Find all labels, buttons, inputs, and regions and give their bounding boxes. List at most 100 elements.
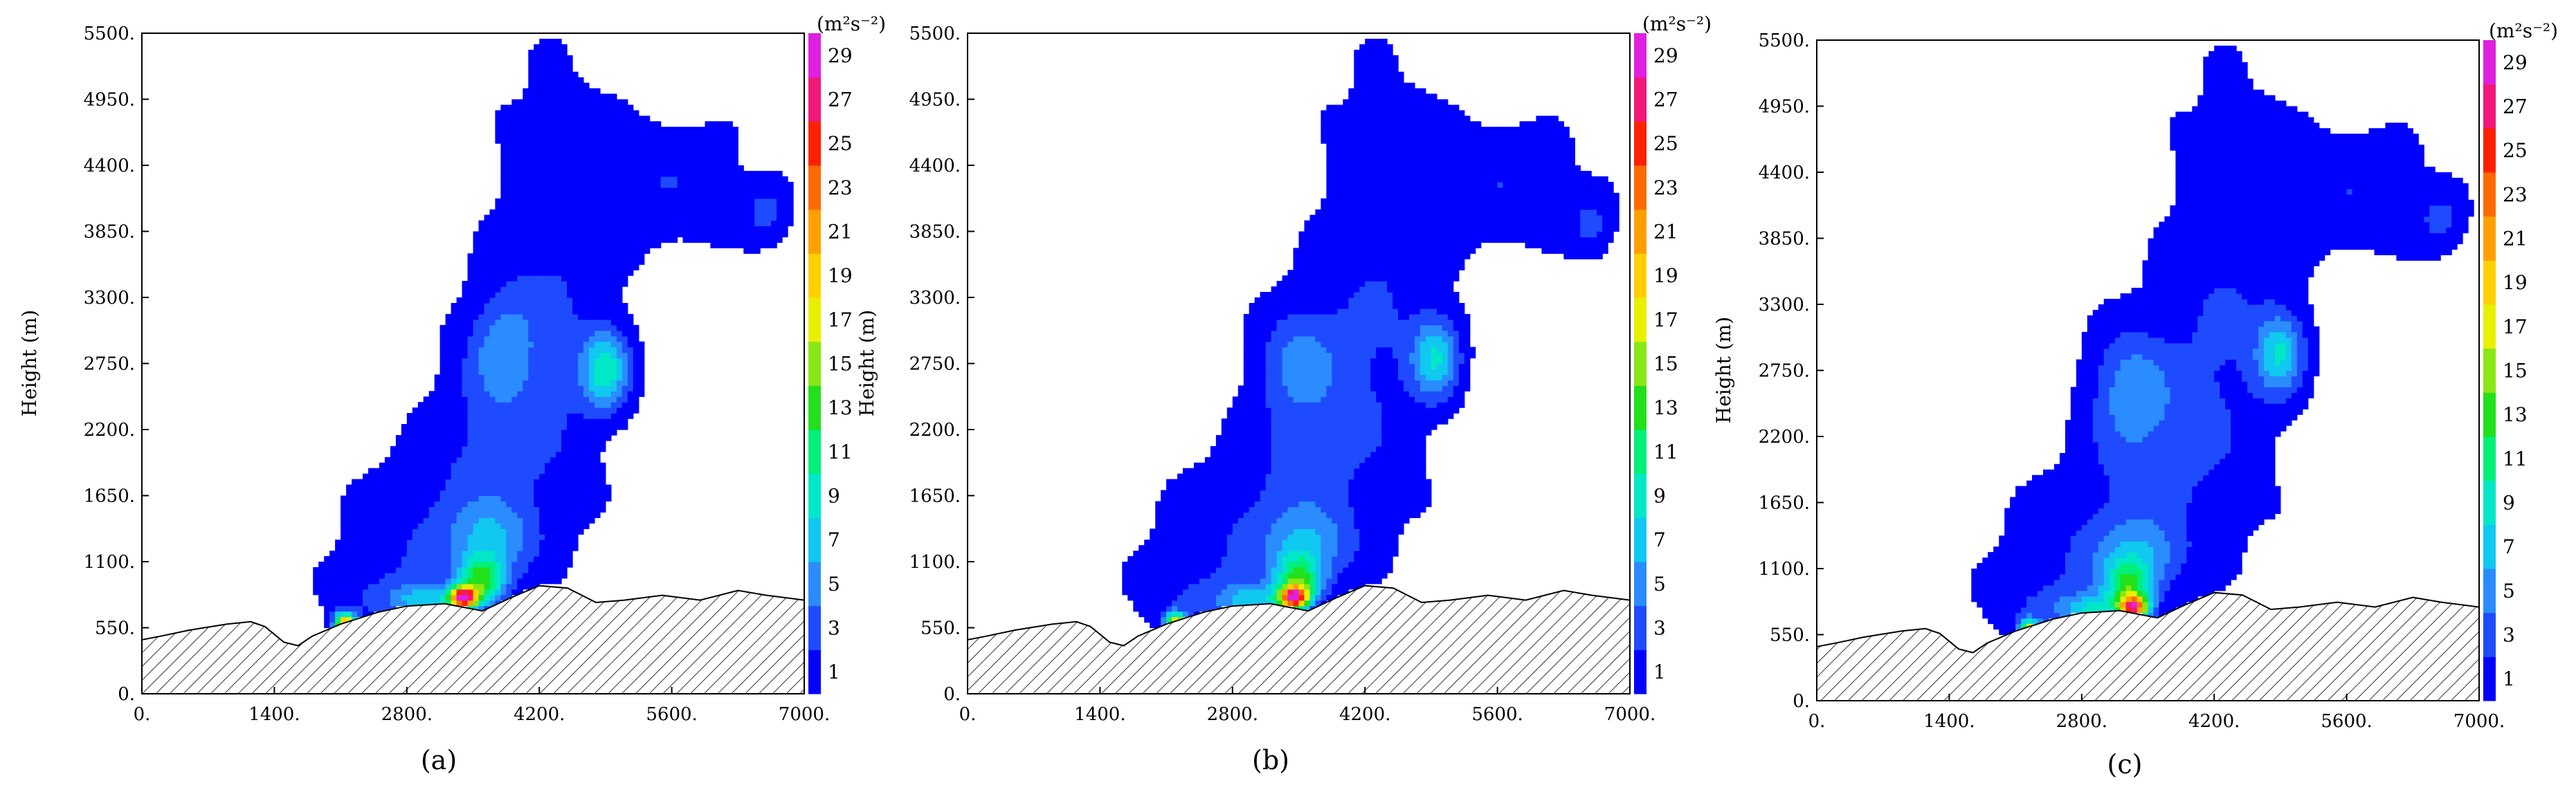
contour-cell <box>1177 540 1183 546</box>
contour-cell <box>556 435 562 441</box>
contour-cell <box>1215 594 1222 601</box>
contour-cell <box>589 490 595 497</box>
contour-cell <box>484 324 491 331</box>
contour-cell <box>1359 545 1366 551</box>
contour-cell <box>467 363 474 370</box>
contour-cell <box>556 297 562 304</box>
contour-cell <box>605 484 612 491</box>
contour-cell <box>495 462 501 469</box>
contour-cell <box>352 517 358 524</box>
contour-cell <box>489 297 496 304</box>
contour-cell <box>478 237 485 243</box>
contour-cell <box>528 523 534 529</box>
contour-cell <box>671 132 678 138</box>
contour-cell <box>1166 551 1172 557</box>
contour-cell <box>467 523 474 529</box>
contour-cell <box>760 198 766 205</box>
contour-cell <box>523 335 529 342</box>
contour-cell <box>528 556 534 562</box>
contour-cell <box>368 540 374 546</box>
contour-cell <box>1188 567 1195 573</box>
contour-cell <box>572 303 579 309</box>
contour-cell <box>1265 512 1272 518</box>
contour-cell <box>1260 490 1267 497</box>
contour-cell <box>390 545 397 551</box>
contour-cell <box>561 292 568 298</box>
contour-cell <box>390 462 397 469</box>
contour-cell <box>561 281 568 287</box>
contour-cell <box>1232 501 1239 508</box>
contour-cell <box>528 462 534 469</box>
contour-cell <box>473 424 480 430</box>
contour-cell <box>478 330 485 337</box>
contour-cell <box>534 512 540 518</box>
contour-cell <box>1194 551 1200 557</box>
contour-cell <box>622 138 628 144</box>
contour-cell <box>572 374 579 380</box>
contour-cell <box>511 352 518 359</box>
contour-cell <box>456 430 463 436</box>
contour-cell <box>523 286 529 293</box>
contour-cell <box>1237 528 1244 535</box>
contour-cell <box>693 187 700 194</box>
contour-cell <box>638 259 645 265</box>
contour-cell <box>511 259 518 265</box>
contour-cell <box>1381 506 1388 513</box>
contour-cell <box>484 451 491 458</box>
contour-cell <box>749 242 755 248</box>
contour-cell <box>682 176 689 183</box>
contour-cell <box>561 490 568 497</box>
contour-cell <box>671 203 678 210</box>
contour-cell <box>1282 583 1289 590</box>
contour-cell <box>578 93 584 100</box>
contour-cell <box>595 253 601 259</box>
contour-cell <box>462 281 469 287</box>
contour-cell <box>1321 583 1327 590</box>
contour-cell <box>412 407 419 414</box>
contour-cell <box>379 589 386 596</box>
contour-cell <box>572 225 579 232</box>
contour-cell <box>478 517 485 524</box>
contour-cell <box>616 242 623 248</box>
contour-cell <box>428 501 435 508</box>
contour-cell <box>622 192 628 199</box>
contour-cell <box>610 237 617 243</box>
contour-cell <box>489 578 496 584</box>
contour-cell <box>341 545 347 551</box>
contour-cell <box>727 220 733 227</box>
contour-cell <box>478 319 485 326</box>
contour-cell <box>1232 556 1239 562</box>
contour-cell <box>506 237 512 243</box>
contour-cell <box>1304 545 1311 551</box>
contour-cell <box>610 369 617 376</box>
contour-cell <box>473 264 480 270</box>
contour-cell <box>550 275 556 282</box>
contour-cell <box>423 545 430 551</box>
contour-cell <box>622 324 628 331</box>
contour-cell <box>599 99 606 106</box>
contour-cell <box>506 116 512 122</box>
contour-cell <box>511 578 518 584</box>
contour-cell <box>489 413 496 419</box>
contour-cell <box>605 330 612 337</box>
contour-cell <box>456 589 463 596</box>
contour-cell <box>1204 506 1211 513</box>
contour-cell <box>1276 523 1283 529</box>
contour-cell <box>1249 523 1255 529</box>
contour-cell <box>589 396 595 403</box>
colorbar-label: 19 <box>828 264 853 287</box>
contour-cell <box>1172 534 1178 540</box>
contour-cell <box>500 551 507 557</box>
contour-cell <box>528 347 534 353</box>
contour-cell <box>467 396 474 403</box>
contour-cell <box>633 259 640 265</box>
contour-cell <box>346 551 352 557</box>
contour-cell <box>561 203 568 210</box>
contour-cell <box>782 231 788 238</box>
contour-cell <box>439 545 446 551</box>
contour-cell <box>395 551 402 557</box>
contour-cell <box>1204 600 1211 607</box>
contour-cell <box>1293 567 1300 573</box>
contour-cell <box>561 253 568 259</box>
contour-cell <box>500 308 507 315</box>
